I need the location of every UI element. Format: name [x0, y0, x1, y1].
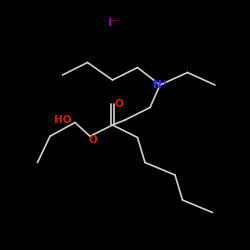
Text: O: O [114, 99, 123, 109]
Text: I⁻: I⁻ [108, 18, 117, 28]
Text: HO: HO [54, 115, 71, 125]
Text: O: O [88, 135, 97, 145]
Text: N⁺: N⁺ [153, 80, 167, 90]
